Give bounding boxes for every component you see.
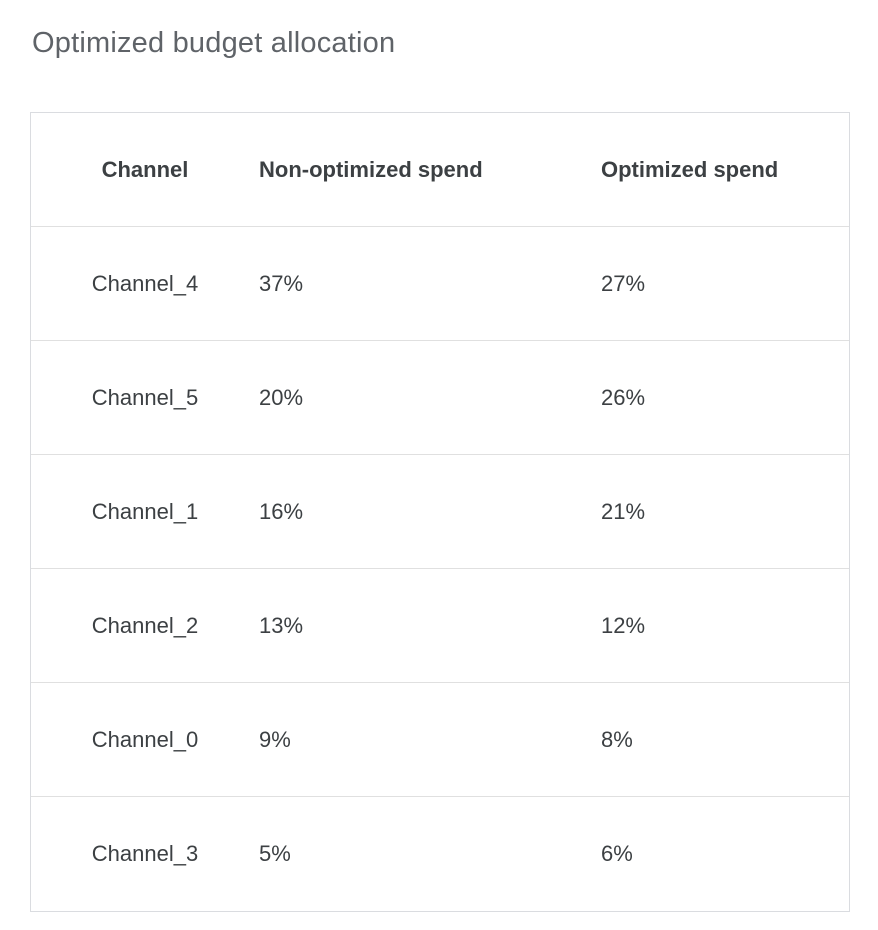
channel-cell: Channel_1	[91, 498, 199, 524]
table-row: Channel_3 5% 6%	[31, 797, 849, 911]
table-row: Channel_5 20% 26%	[31, 341, 849, 455]
optimized-spend-cell: 6%	[601, 841, 633, 866]
non-optimized-spend-cell: 20%	[259, 384, 304, 410]
channel-cell: Channel_5	[91, 384, 199, 410]
channel-cell: Channel_0	[91, 726, 199, 752]
budget-allocation-table: Channel Non-optimized spend Optimized sp…	[30, 112, 850, 912]
page-title: Optimized budget allocation	[32, 27, 396, 59]
non-optimized-spend-cell: 37%	[259, 270, 304, 296]
table-header-row: Channel Non-optimized spend Optimized sp…	[31, 113, 849, 227]
non-optimized-spend-cell: 5%	[259, 841, 291, 866]
non-optimized-spend-cell: 9%	[259, 726, 291, 752]
column-header-channel: Channel	[101, 156, 189, 182]
non-optimized-spend-cell: 13%	[259, 612, 304, 638]
optimized-spend-cell: 8%	[601, 726, 633, 752]
table-row: Channel_0 9% 8%	[31, 683, 849, 797]
table-row: Channel_2 13% 12%	[31, 569, 849, 683]
optimized-spend-cell: 26%	[601, 384, 646, 410]
optimized-spend-cell: 21%	[601, 498, 646, 524]
optimized-spend-cell: 27%	[601, 270, 646, 296]
table-row: Channel_4 37% 27%	[31, 227, 849, 341]
channel-cell: Channel_2	[91, 612, 199, 638]
table-row: Channel_1 16% 21%	[31, 455, 849, 569]
channel-cell: Channel_4	[91, 270, 199, 296]
optimized-spend-cell: 12%	[601, 612, 646, 638]
channel-cell: Channel_3	[91, 841, 199, 866]
column-header-optimized-spend: Optimized spend	[601, 156, 779, 182]
column-header-non-optimized-spend: Non-optimized spend	[259, 156, 483, 182]
non-optimized-spend-cell: 16%	[259, 498, 304, 524]
